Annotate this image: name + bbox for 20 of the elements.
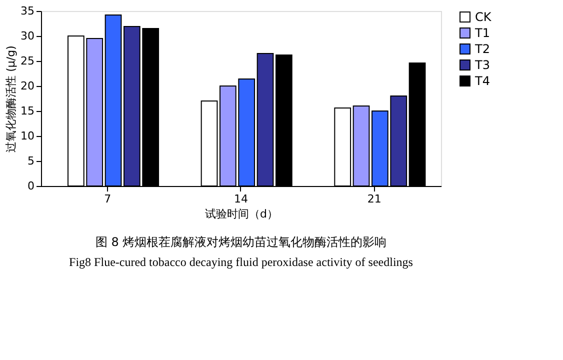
text: 图 8 烤烟根茬腐解液对烤烟幼苗过氧化物酶活性的影响 [95,235,387,249]
y-axis-title: 过氧化物酶活性 (μ/g) [4,46,18,152]
x-tick-label: 21 [367,192,382,206]
text: Fig8 Flue-cured tobacco decaying fluid peroxidase activity of seedlings [69,255,414,269]
y-tick-label: 15 [20,104,34,118]
legend-label: T4 [474,74,490,88]
y-tick-label: 0 [28,180,34,192]
y-tick-label: 30 [20,30,34,42]
x-axis-title: 试验时间（d） [205,208,278,220]
x-tick-label: 7 [104,192,112,206]
legend-label: T3 [474,58,490,72]
y-tick-label: 35 [20,4,34,18]
y-tick-label: 5 [28,154,34,168]
y-tick-label: 10 [20,130,34,142]
x-tick-label: 14 [234,192,248,206]
legend-label: CK [475,10,492,24]
y-tick-label: 20 [20,80,34,92]
y-tick-label: 25 [20,54,34,68]
legend-label: T1 [474,26,490,40]
legend-label: T2 [474,42,490,56]
